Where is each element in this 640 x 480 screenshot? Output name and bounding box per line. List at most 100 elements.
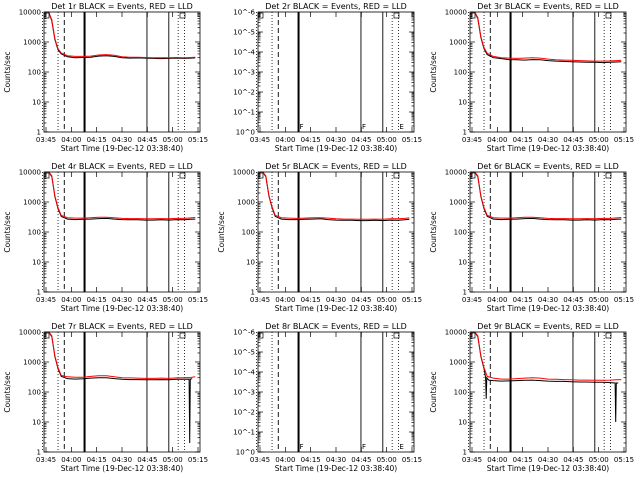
y-tick-label: 100 — [28, 229, 41, 237]
y-tick-label: 1 — [463, 449, 467, 457]
marker-glyph: F — [300, 123, 304, 131]
corner-mark — [258, 12, 264, 19]
y-tick-label: 10^-2 — [233, 409, 255, 417]
series-line-black — [470, 171, 622, 221]
x-tick-label: 05:00 — [163, 136, 183, 144]
x-tick-label: 04:45 — [351, 136, 371, 144]
corner-mark — [470, 12, 476, 19]
corner-mark — [393, 12, 400, 19]
x-tick-label: 04:45 — [563, 296, 583, 304]
x-tick-label: 04:15 — [87, 456, 107, 464]
x-tick-label: 04:00 — [275, 296, 295, 304]
x-tick-label: 03:45 — [250, 136, 270, 144]
y-axis-label: Counts/sec — [429, 371, 438, 412]
x-tick-label: 04:30 — [538, 136, 558, 144]
panel-det9r: Det 9r BLACK = Events, RED = LLD Counts/s… — [429, 322, 634, 473]
y-tick-label: 1 — [251, 289, 255, 297]
x-tick-label: 05:00 — [377, 456, 397, 464]
plot-frame — [43, 331, 201, 453]
y-tick-label: 10^-1 — [233, 429, 255, 437]
x-axis-label: Start Time (19-Dec-12 03:38:40) — [275, 304, 397, 313]
y-tick-label: 10000 — [445, 329, 467, 337]
x-axis-label: Start Time (19-Dec-12 03:38:40) — [61, 144, 183, 153]
y-axis-label: Counts/sec — [429, 51, 438, 92]
y-tick-label: 100 — [454, 69, 467, 77]
x-tick-label: 04:15 — [301, 296, 321, 304]
x-tick-label: 04:30 — [326, 136, 346, 144]
panel-det5r: Det 5r BLACK = Events, RED = LLD Counts/s… — [217, 162, 422, 313]
x-tick-label: 05:00 — [163, 456, 183, 464]
series-line-red — [44, 171, 196, 220]
x-tick-label: 04:15 — [513, 296, 533, 304]
x-tick-label: 05:00 — [589, 136, 609, 144]
panel-title: Det 3r BLACK = Events, RED = LLD — [477, 2, 619, 11]
y-tick-label: 10^-3 — [233, 69, 255, 77]
y-axis-label: Counts/sec — [429, 211, 438, 252]
y-tick-label: 10 — [32, 259, 41, 267]
x-tick-label: 04:15 — [87, 136, 107, 144]
y-axis-label: Counts/sec — [3, 51, 12, 92]
panel-title: Det 6r BLACK = Events, RED = LLD — [477, 162, 619, 171]
y-tick-label: 10^-4 — [233, 49, 255, 57]
corner-mark — [258, 332, 264, 339]
x-tick-label: 04:15 — [513, 456, 533, 464]
series-line-black — [44, 11, 196, 60]
y-tick-label: 1 — [37, 129, 41, 137]
x-tick-label: 04:45 — [137, 456, 157, 464]
x-tick-label: 04:30 — [112, 136, 132, 144]
x-tick-label: 04:45 — [351, 296, 371, 304]
corner-mark — [44, 332, 50, 339]
panel-title: Det 5r BLACK = Events, RED = LLD — [265, 162, 407, 171]
y-tick-label: 100 — [28, 69, 41, 77]
x-tick-label: 03:45 — [462, 456, 482, 464]
plot-frame — [469, 171, 627, 293]
y-tick-label: 10 — [32, 99, 41, 107]
x-tick-label: 04:45 — [351, 456, 371, 464]
x-tick-label: 04:15 — [87, 296, 107, 304]
plot-frame — [469, 331, 627, 453]
panel-title: Det 2r BLACK = Events, RED = LLD — [265, 2, 407, 11]
y-tick-label: 10^0 — [236, 449, 255, 457]
plot-frame — [43, 171, 201, 293]
marker-glyph: E — [399, 123, 403, 131]
x-tick-label: 03:45 — [250, 296, 270, 304]
y-tick-label: 1000 — [449, 199, 467, 207]
y-tick-label: 10 — [458, 259, 467, 267]
y-tick-label: 10 — [458, 99, 467, 107]
x-tick-label: 04:00 — [487, 136, 507, 144]
x-tick-label: 04:45 — [137, 296, 157, 304]
x-tick-label: 05:00 — [377, 296, 397, 304]
y-tick-label: 1000 — [237, 199, 255, 207]
corner-mark — [393, 332, 400, 339]
x-tick-label: 04:15 — [301, 136, 321, 144]
y-tick-label: 1000 — [23, 359, 41, 367]
series-line-black — [470, 331, 619, 423]
x-tick-label: 03:45 — [36, 136, 56, 144]
plot-frame — [257, 11, 415, 133]
plot-frame — [43, 11, 201, 133]
y-tick-label: 10^0 — [236, 129, 255, 137]
y-tick-label: 100 — [28, 389, 41, 397]
panel-title: Det 7r BLACK = Events, RED = LLD — [51, 322, 193, 331]
plot-frame — [257, 331, 415, 453]
corner-mark — [258, 172, 264, 179]
series-line-red — [44, 331, 196, 379]
x-tick-label: 05:15 — [614, 136, 634, 144]
x-tick-label: 03:45 — [250, 456, 270, 464]
x-tick-label: 05:15 — [188, 136, 208, 144]
y-tick-label: 10 — [32, 419, 41, 427]
panel-det2r: Det 2r BLACK = Events, RED = LLD Start Ti… — [233, 2, 422, 153]
y-tick-label: 10000 — [233, 169, 255, 177]
x-axis-label: Start Time (19-Dec-12 03:38:40) — [487, 304, 609, 313]
series-line-black — [470, 11, 622, 64]
y-tick-label: 1 — [37, 289, 41, 297]
y-tick-label: 10^-6 — [233, 9, 255, 17]
x-tick-label: 04:00 — [275, 456, 295, 464]
y-tick-label: 100 — [454, 229, 467, 237]
x-tick-label: 03:45 — [462, 136, 482, 144]
panel-det1r: Det 1r BLACK = Events, RED = LLD Counts/s… — [3, 2, 208, 153]
y-tick-label: 10000 — [19, 9, 41, 17]
x-tick-label: 04:30 — [112, 456, 132, 464]
panel-det7r: Det 7r BLACK = Events, RED = LLD Counts/s… — [3, 322, 208, 473]
x-tick-label: 04:45 — [137, 136, 157, 144]
